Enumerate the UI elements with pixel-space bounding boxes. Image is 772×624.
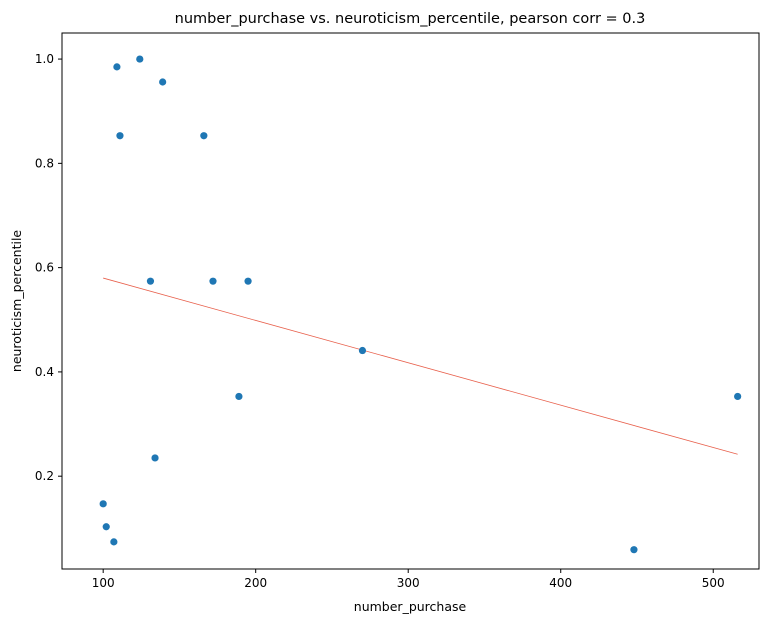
data-point: [734, 392, 742, 401]
y-tick-label: 0.8: [35, 156, 54, 170]
data-point: [102, 523, 110, 531]
y-axis-label: neuroticism_percentile: [9, 230, 24, 373]
x-tick-label: 300: [397, 576, 420, 590]
x-tick-label: 200: [244, 576, 267, 590]
y-tick-label: 0.4: [35, 365, 54, 379]
x-axis-label: number_purchase: [354, 599, 467, 614]
data-point: [630, 546, 638, 554]
data-point: [113, 63, 121, 71]
x-tick-label: 100: [92, 576, 115, 590]
y-tick-label: 0.6: [35, 261, 54, 275]
plot-frame: [61, 32, 760, 570]
y-tick-label: 0.2: [35, 469, 54, 483]
data-point: [244, 277, 252, 285]
x-tick-label: 500: [702, 576, 725, 590]
y-tick-label: 1.0: [35, 52, 54, 66]
data-point: [99, 500, 107, 508]
data-point: [146, 277, 155, 285]
trend-line: [103, 277, 738, 455]
chart-title: number_purchase vs. neuroticism_percenti…: [175, 11, 646, 27]
data-point: [209, 277, 217, 285]
data-point: [159, 78, 167, 86]
data-point: [235, 392, 243, 401]
data-point: [151, 454, 159, 462]
data-point: [110, 538, 118, 546]
data-point: [358, 346, 367, 355]
x-tick-label: 400: [549, 576, 572, 590]
data-point: [116, 132, 124, 140]
data-point: [200, 132, 208, 140]
data-point: [136, 55, 144, 63]
